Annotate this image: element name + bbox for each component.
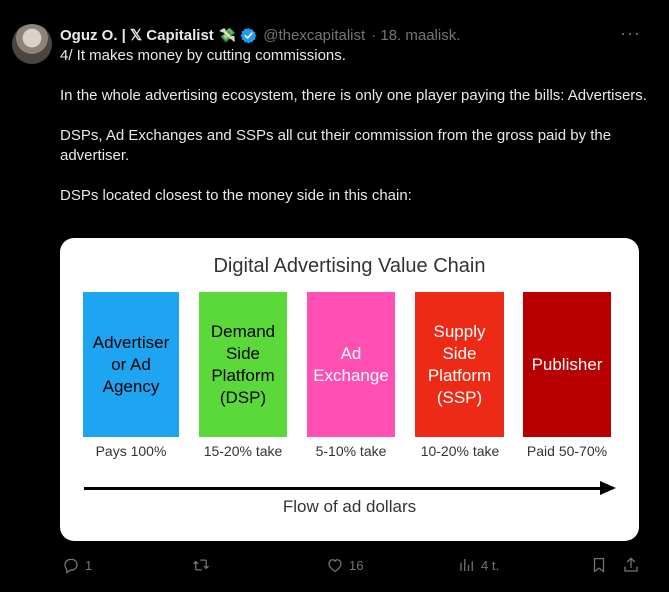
share-button[interactable]	[622, 556, 640, 574]
avatar[interactable]	[12, 24, 52, 64]
attached-image[interactable]: Digital Advertising Value Chain Advertis…	[60, 238, 639, 541]
tweet-header: Oguz O. | 𝕏 Capitalist 💸 @thexcapitalist…	[60, 24, 460, 46]
flow-arrow-line	[84, 487, 612, 490]
caption-advertiser: Pays 100%	[95, 443, 167, 459]
tweet-paragraph: In the whole advertising ecosystem, ther…	[60, 87, 647, 104]
money-emoji: 💸	[218, 26, 237, 43]
analytics-icon	[460, 559, 473, 571]
box-dsp: Demand Side Platform (DSP)	[199, 292, 287, 437]
caption-publisher: Paid 50-70%	[526, 443, 608, 459]
box-line: (DSP)	[219, 387, 267, 407]
share-icon	[624, 557, 638, 572]
caption-ad-exchange: 5-10% take	[315, 443, 387, 459]
like-count: 16	[349, 557, 364, 573]
tweet-paragraph: DSPs, Ad Exchanges and SSPs all cut thei…	[60, 127, 612, 164]
reply-button[interactable]: 1	[62, 556, 92, 574]
heart-icon	[328, 559, 342, 573]
reply-icon	[64, 558, 78, 574]
box-line: Publisher	[531, 354, 603, 374]
box-line: Supply	[433, 321, 486, 341]
action-bar: 1 16 4 t.	[60, 556, 650, 576]
bookmark-icon	[593, 557, 605, 573]
box-line: Advertiser	[92, 332, 170, 352]
box-line: Platform	[427, 365, 492, 385]
box-line: (SSP)	[436, 387, 483, 407]
box-line: Ad	[340, 343, 362, 363]
tweet-paragraph: DSPs located closest to the money side i…	[60, 187, 412, 204]
box-advertiser: Advertiser or Ad Agency	[83, 292, 179, 437]
box-line: Side	[442, 343, 477, 363]
like-button[interactable]: 16	[326, 556, 363, 574]
box-ad-exchange: Ad Exchange	[307, 292, 395, 437]
tweet-text: 4/ It makes money by cutting commissions…	[60, 46, 650, 206]
views-count: 4 t.	[481, 557, 500, 573]
box-line: Exchange	[313, 365, 389, 385]
author-handle[interactable]: @thexcapitalist	[263, 26, 366, 44]
flow-arrow-head	[600, 481, 616, 495]
box-line: Platform	[211, 365, 275, 385]
reply-count: 1	[85, 557, 93, 573]
box-line: Side	[225, 343, 260, 363]
more-options-icon[interactable]: ···	[620, 23, 641, 43]
author-name[interactable]: Oguz O. | 𝕏 Capitalist	[60, 27, 214, 44]
bookmark-button[interactable]	[590, 556, 608, 574]
retweet-button[interactable]	[192, 556, 215, 574]
box-line: Agency	[102, 376, 160, 396]
caption-dsp: 15-20% take	[203, 443, 283, 459]
verified-badge-icon	[240, 27, 257, 43]
chart-title: Digital Advertising Value Chain	[213, 255, 486, 277]
box-line: or Ad	[111, 354, 151, 374]
views-button[interactable]: 4 t.	[458, 556, 499, 574]
tweet-date[interactable]: · 18. maalisk.	[371, 26, 461, 44]
box-line: Demand	[210, 321, 276, 341]
box-publisher: Publisher	[523, 292, 611, 437]
box-ssp: Supply Side Platform (SSP)	[415, 292, 504, 437]
retweet-icon	[193, 559, 209, 571]
flow-label: Flow of ad dollars	[282, 497, 417, 516]
caption-ssp: 10-20% take	[420, 443, 500, 459]
tweet-paragraph: 4/ It makes money by cutting commissions…	[60, 47, 346, 64]
